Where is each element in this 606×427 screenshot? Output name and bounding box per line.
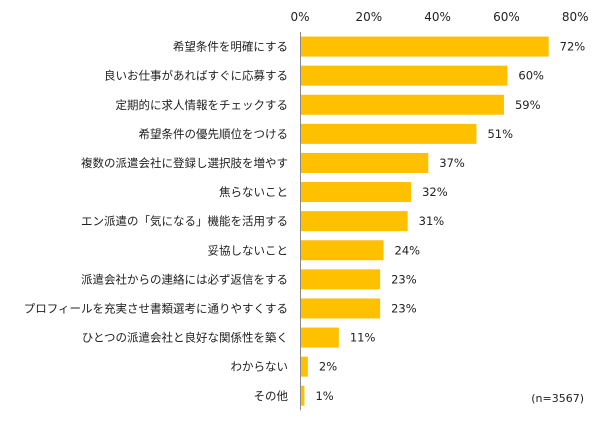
bar bbox=[301, 65, 508, 86]
data-label: 60% bbox=[518, 69, 544, 83]
bar bbox=[301, 385, 305, 406]
category-label: 定期的に求人情報をチェックする bbox=[116, 98, 289, 112]
data-label: 59% bbox=[515, 98, 541, 112]
bar bbox=[301, 240, 384, 261]
category-label: 派遣会社からの連絡には必ず返信をする bbox=[81, 272, 288, 286]
category-label: ひとつの派遣会社と良好な関係性を築く bbox=[82, 331, 288, 345]
x-tick-label: 60% bbox=[493, 10, 520, 24]
bar bbox=[301, 152, 429, 173]
data-label: 32% bbox=[422, 185, 448, 199]
sample-size-note: (n=3567) bbox=[531, 392, 584, 405]
bar bbox=[301, 327, 339, 348]
data-label: 37% bbox=[439, 156, 465, 170]
data-label: 11% bbox=[350, 331, 376, 345]
x-tick-label: 80% bbox=[562, 10, 589, 24]
data-label: 1% bbox=[315, 389, 333, 403]
category-label: エン派遣の「気になる」機能を活用する bbox=[81, 214, 288, 228]
category-label: 良いお仕事があればすぐに応募する bbox=[104, 69, 288, 83]
bar bbox=[301, 123, 477, 144]
category-label: 複数の派遣会社に登録し選択肢を増やす bbox=[81, 156, 288, 170]
data-label: 23% bbox=[391, 301, 417, 315]
data-label: 2% bbox=[319, 360, 337, 374]
bar bbox=[301, 356, 308, 377]
x-tick-label: 0% bbox=[290, 10, 309, 24]
data-label: 23% bbox=[391, 272, 417, 286]
category-label: 希望条件を明確にする bbox=[173, 40, 288, 54]
data-label: 72% bbox=[560, 40, 586, 54]
bar bbox=[301, 269, 381, 290]
category-label: その他 bbox=[254, 389, 289, 403]
data-label: 31% bbox=[419, 214, 445, 228]
data-label: 51% bbox=[487, 127, 513, 141]
bar bbox=[301, 94, 504, 115]
x-tick-label: 40% bbox=[424, 10, 451, 24]
data-label: 24% bbox=[395, 243, 421, 257]
bar bbox=[301, 182, 412, 203]
category-label: わからない bbox=[231, 360, 289, 374]
category-label: 焦らないこと bbox=[219, 185, 288, 199]
x-tick-label: 20% bbox=[355, 10, 382, 24]
category-label: プロフィールを充実させ書類選考に通りやすくする bbox=[24, 301, 288, 315]
bar bbox=[301, 211, 408, 232]
category-label: 妥協しないこと bbox=[208, 243, 289, 257]
bar bbox=[301, 36, 549, 57]
category-label: 希望条件の優先順位をつける bbox=[139, 127, 289, 141]
bar bbox=[301, 298, 381, 319]
